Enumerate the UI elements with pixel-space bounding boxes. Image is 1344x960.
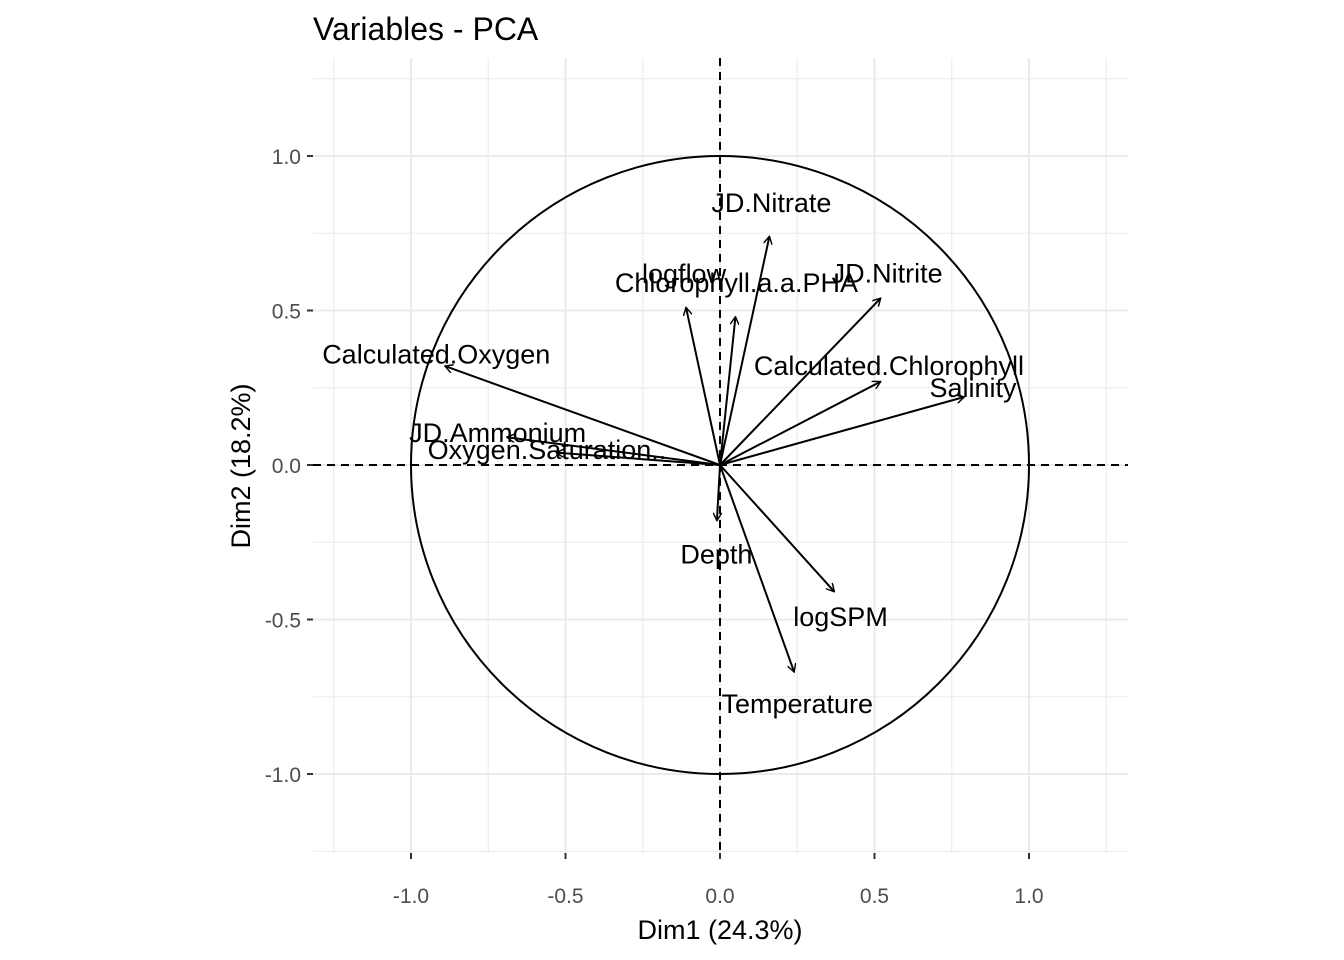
variable-arrow [719, 382, 881, 466]
variable-arrow [719, 464, 794, 672]
y-tick-label: -0.5 [265, 610, 301, 633]
variable-arrow [445, 366, 721, 466]
axis-ticks: -1.0 -0.5 0.0 0.5 1.0 -1.0 -0.5 0.0 0.5 1.0 [265, 146, 1044, 908]
x-tick-label: -1.0 [393, 885, 429, 908]
variable-label: Depth [680, 540, 752, 570]
variable-arrows [445, 236, 964, 672]
variable-label: logflow [642, 259, 727, 289]
y-tick-label: 1.0 [272, 146, 301, 169]
chart-title: Variables - PCA [313, 11, 539, 47]
variable-label: JD.Nitrite [832, 259, 943, 289]
variable-label: Chlorophyll.a.a.PHA [615, 268, 858, 298]
y-tick-label: -1.0 [265, 764, 301, 787]
variable-arrow [507, 437, 721, 466]
variable-arrow [719, 464, 834, 592]
variable-label: Calculated.Chlorophyll [754, 351, 1024, 381]
variable-label: JD.Nitrate [711, 188, 831, 218]
variable-arrow [686, 307, 721, 466]
variable-label: logSPM [793, 602, 888, 632]
variable-arrow [719, 236, 769, 466]
variable-arrow [719, 397, 964, 466]
variable-arrow [556, 453, 721, 466]
x-tick-label: 1.0 [1014, 885, 1043, 908]
variable-label: Temperature [721, 689, 873, 719]
variable-label: Salinity [930, 373, 1018, 403]
y-tick-label: 0.0 [272, 455, 301, 478]
variable-label: Calculated.Oxygen [322, 340, 550, 370]
x-tick-label: 0.5 [860, 885, 889, 908]
variable-arrow [719, 298, 881, 466]
y-axis-title: Dim2 (18.2%) [226, 383, 256, 548]
x-tick-label: 0.0 [705, 885, 734, 908]
y-tick-label: 0.5 [272, 301, 301, 324]
variable-label: Oxygen.Saturation.. [428, 435, 667, 465]
variable-arrow [719, 317, 735, 466]
x-tick-label: -0.5 [547, 885, 583, 908]
x-axis-title: Dim1 (24.3%) [637, 915, 802, 945]
variable-label: JD.Ammonium [409, 418, 586, 448]
variable-arrow [717, 464, 720, 521]
correlation-circle [410, 155, 1030, 775]
variable-labels: JD.Nitrate JD.Nitrite logflowChlorophyll.a… [322, 188, 1024, 719]
